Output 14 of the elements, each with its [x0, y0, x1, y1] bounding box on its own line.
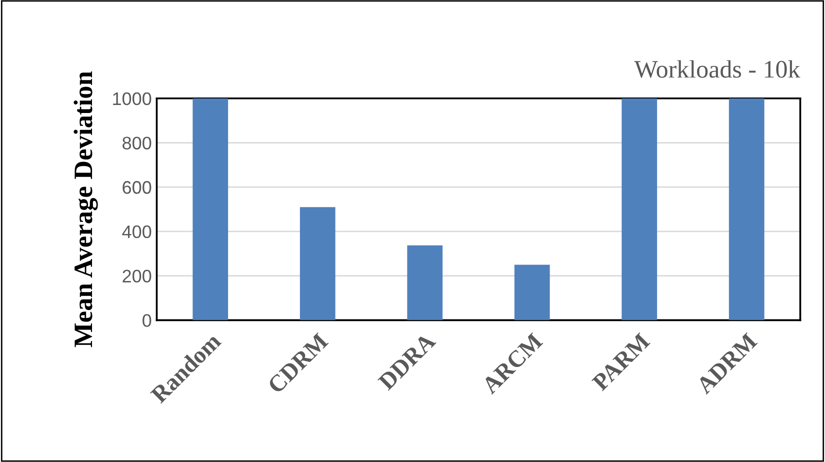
bar	[622, 98, 658, 320]
bar	[407, 245, 443, 320]
y-tick-label: 200	[122, 270, 152, 283]
y-axis-title: Mean Average Deviation	[74, 71, 98, 348]
chart-title: Workloads - 10k	[634, 60, 800, 78]
y-tick-label: 800	[122, 136, 152, 150]
y-tick-label: 400	[122, 225, 152, 238]
bar	[300, 207, 336, 320]
bar	[728, 98, 764, 320]
bar	[514, 264, 550, 320]
y-tick-label: 600	[122, 181, 152, 194]
bar	[192, 98, 228, 320]
y-tick-label: 1000	[113, 92, 152, 106]
y-tick-label: 0	[142, 314, 152, 327]
